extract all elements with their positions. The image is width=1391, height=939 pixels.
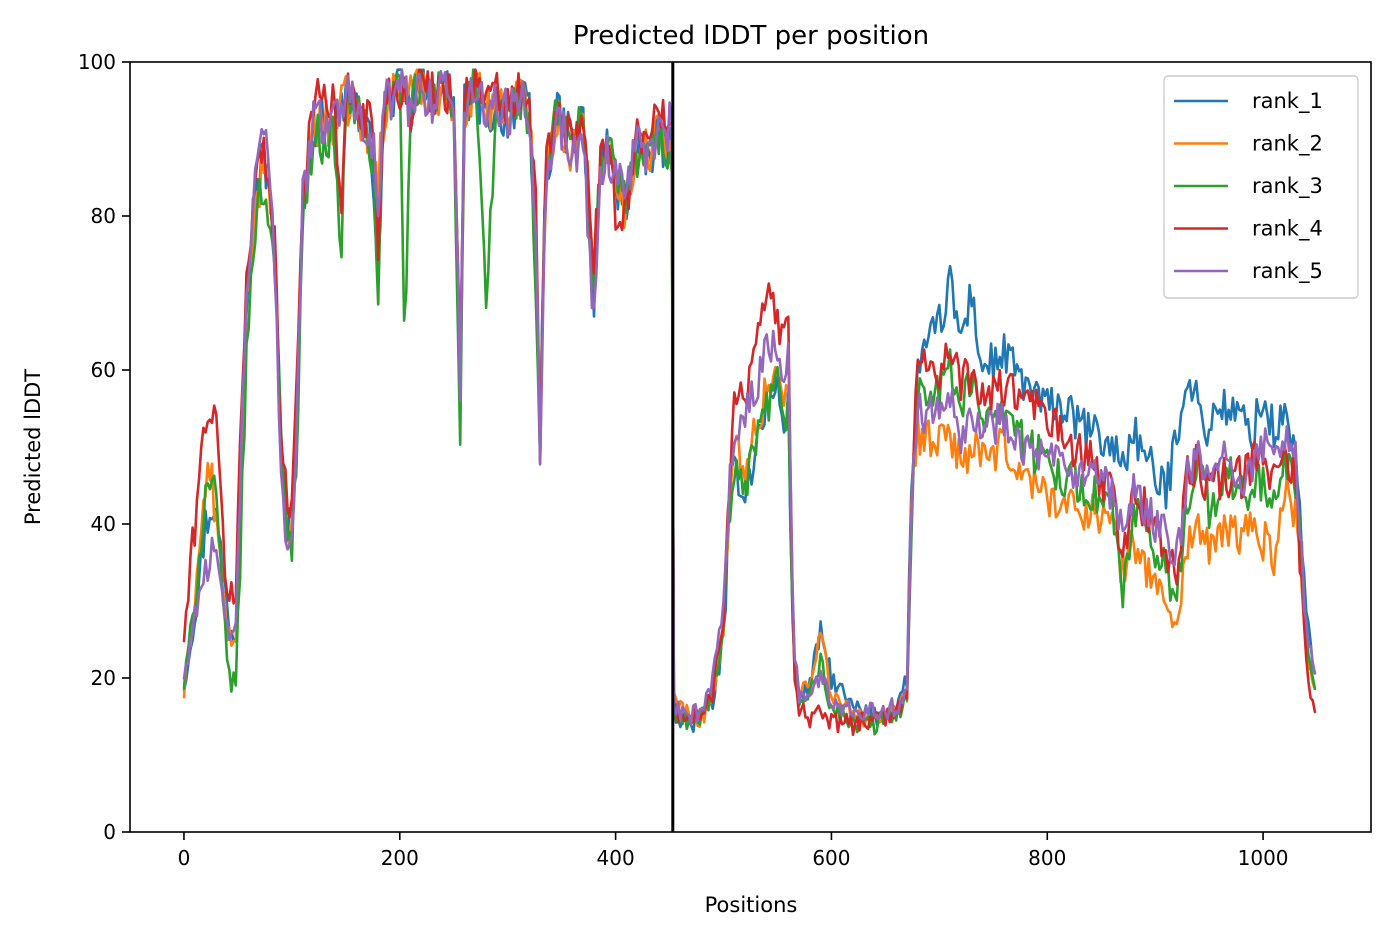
legend-frame — [1163, 75, 1359, 299]
x-tick-label: 1000 — [1238, 846, 1289, 870]
y-axis-ticks: 0 20 40 60 80 100 — [78, 50, 130, 844]
series-line-rank-5 — [182, 68, 1317, 726]
legend-label-rank-2: rank_2 — [1252, 132, 1323, 157]
y-axis-title: Predicted lDDT — [21, 369, 45, 525]
chart-title: Predicted lDDT per position — [573, 21, 929, 51]
x-tick-label: 400 — [597, 846, 635, 870]
legend: rank_1 rank_2 rank_3 rank_4 rank_5 — [1163, 75, 1359, 299]
plot-area-frame — [129, 61, 1372, 833]
legend-label-rank-1: rank_1 — [1252, 89, 1323, 114]
x-axis-title: Positions — [705, 893, 798, 917]
x-tick-label: 200 — [381, 846, 419, 870]
series-line-rank-3 — [182, 68, 1317, 736]
x-tick-label: 600 — [812, 846, 850, 870]
y-tick-label: 80 — [91, 204, 116, 228]
legend-label-rank-3: rank_3 — [1252, 174, 1323, 199]
series-line-rank-4 — [182, 68, 1317, 736]
x-tick-label: 0 — [178, 846, 191, 870]
x-tick-label: 800 — [1028, 846, 1066, 870]
y-tick-label: 0 — [103, 820, 116, 844]
y-tick-label: 100 — [78, 50, 116, 74]
x-axis-ticks: 0 200 400 600 800 1000 — [178, 832, 1289, 870]
series-lines — [182, 68, 1317, 736]
y-tick-label: 20 — [91, 666, 116, 690]
y-tick-label: 60 — [91, 358, 116, 382]
legend-label-rank-4: rank_4 — [1252, 217, 1323, 242]
legend-label-rank-5: rank_5 — [1252, 259, 1323, 284]
y-tick-label: 40 — [91, 512, 116, 536]
